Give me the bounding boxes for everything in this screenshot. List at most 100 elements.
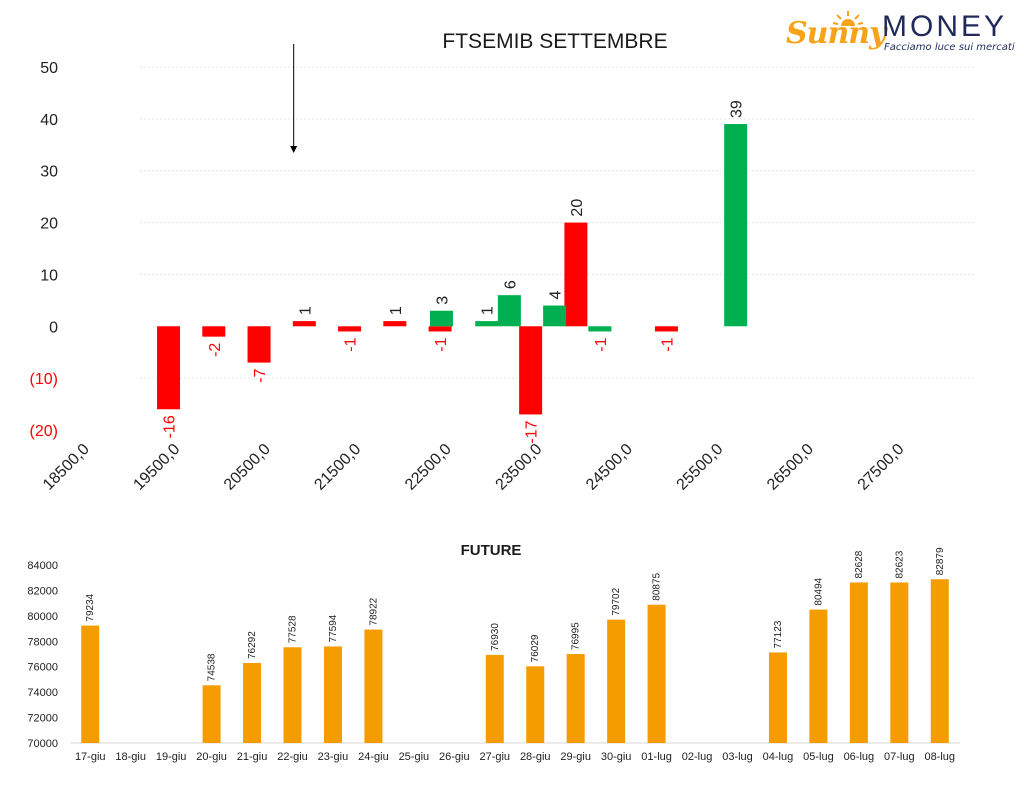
bar [323, 646, 342, 743]
data-label: 76029 [530, 634, 541, 662]
data-label: 6 [502, 280, 519, 289]
bar [526, 666, 545, 743]
x-tick-label: 06-lug [844, 751, 875, 763]
bar [157, 326, 181, 410]
bar [930, 579, 949, 743]
y-tick-label: 70000 [27, 738, 58, 750]
x-tick-label: 27-giu [479, 751, 510, 763]
data-label: -1 [343, 337, 360, 351]
bar [566, 654, 585, 743]
x-tick-label: 01-lug [641, 751, 672, 763]
x-tick-label: 19500,0 [130, 441, 183, 494]
data-label: 1 [297, 306, 314, 315]
data-label: 39 [729, 100, 746, 118]
data-label: -7 [252, 368, 269, 382]
bar [292, 321, 316, 327]
data-label: 79702 [611, 587, 622, 615]
data-label: 78922 [368, 597, 379, 625]
data-label: 79234 [85, 593, 96, 621]
data-label: -1 [433, 337, 450, 351]
y-tick-label: 80000 [27, 611, 58, 623]
x-tick-label: 30-giu [601, 751, 632, 763]
x-tick-label: 26-giu [439, 751, 470, 763]
bar [202, 326, 226, 337]
bar [564, 222, 588, 327]
data-label: 82879 [935, 547, 946, 575]
bar [519, 326, 543, 415]
x-tick-label: 21500,0 [311, 441, 364, 494]
x-tick-label: 18-giu [115, 751, 146, 763]
x-tick-label: 23500,0 [493, 441, 546, 494]
y-tick-label: 82000 [27, 585, 58, 597]
x-tick-label: 17-giu [75, 751, 106, 763]
bar [247, 326, 271, 363]
bar [475, 321, 499, 327]
bar [849, 582, 868, 743]
data-label: -2 [207, 343, 224, 357]
bar [647, 604, 666, 743]
y-tick-label: 84000 [27, 560, 58, 572]
data-label: 77594 [328, 614, 339, 642]
data-label: 74538 [207, 653, 218, 681]
x-tick-label: 29-giu [560, 751, 591, 763]
bar [383, 321, 407, 327]
logo-tagline: Facciamo luce sui mercati [884, 42, 1015, 53]
data-label: 80494 [813, 577, 824, 605]
data-label: 76995 [571, 622, 582, 650]
bar [724, 124, 748, 327]
x-tick-label: 04-lug [763, 751, 794, 763]
bar [485, 654, 504, 743]
x-tick-label: 24500,0 [583, 441, 636, 494]
x-tick-label: 21-giu [237, 751, 268, 763]
x-tick-label: 26500,0 [764, 441, 817, 494]
bar [243, 663, 262, 743]
logo-brand-money: MONEY [882, 10, 1008, 43]
x-tick-label: 05-lug [803, 751, 834, 763]
bar [809, 609, 828, 743]
x-tick-label: 18500,0 [40, 441, 93, 494]
bar [890, 582, 909, 743]
y-tick-label: 76000 [27, 662, 58, 674]
bar [654, 326, 678, 332]
x-tick-label: 27500,0 [855, 441, 908, 494]
bar [607, 619, 626, 743]
y-tick-label: 10 [40, 267, 58, 284]
data-label: 3 [434, 296, 451, 305]
data-label: -1 [593, 337, 610, 351]
data-label: 77528 [288, 615, 299, 643]
y-tick-label: 0 [49, 319, 58, 336]
bar [338, 326, 362, 332]
x-tick-label: 07-lug [884, 751, 915, 763]
data-label: 80875 [652, 572, 663, 600]
bar [588, 326, 612, 332]
sunny-money-logo: Sunny MONEY Facciamo luce sui mercati [786, 10, 1018, 56]
chart-title: FUTURE [461, 542, 522, 559]
y-tick-label: 40 [40, 112, 58, 129]
y-tick-label: 50 [40, 60, 58, 77]
x-tick-label: 03-lug [722, 751, 753, 763]
ftsemib-option-chart: FTSEMIB SETTEMBRE 50 40 30 20 10 0 (10) (20)1850… [30, 30, 975, 494]
data-label: 76930 [490, 623, 501, 651]
bar [364, 629, 383, 743]
x-tick-label: 22500,0 [402, 441, 455, 494]
data-label: 4 [548, 291, 565, 300]
bar [428, 326, 452, 332]
bar [283, 647, 302, 743]
bar [429, 310, 453, 327]
x-tick-label: 25-giu [399, 751, 430, 763]
data-label: 1 [388, 306, 405, 315]
x-tick-label: 28-giu [520, 751, 551, 763]
x-tick-label: 20-giu [196, 751, 227, 763]
bar [497, 295, 521, 327]
y-tick-label: 72000 [27, 713, 58, 725]
data-label: 82623 [894, 550, 905, 578]
y-tick-label: (10) [30, 371, 58, 388]
y-tick-label: (20) [30, 423, 58, 440]
x-tick-label: 24-giu [358, 751, 389, 763]
bar [202, 685, 221, 743]
data-label: 1 [480, 306, 497, 315]
x-tick-label: 02-lug [682, 751, 713, 763]
x-tick-label: 25500,0 [674, 441, 727, 494]
x-tick-label: 19-giu [156, 751, 187, 763]
logo-brand-sunny: Sunny [786, 16, 887, 51]
